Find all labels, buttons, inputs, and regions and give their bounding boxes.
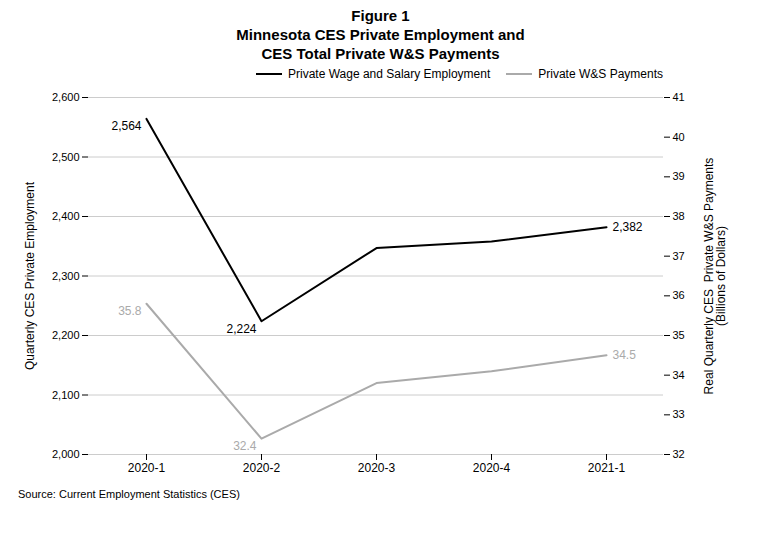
svg-text:38: 38	[673, 210, 685, 222]
svg-text:35: 35	[673, 329, 685, 341]
svg-text:Real Quarterly CES Private W&: Real Quarterly CES Private W&S Payments(…	[702, 158, 728, 395]
html-text:Private Wage and Salary Employ: Private Wage and Salary Employment	[288, 67, 491, 81]
html-text:Source: Current Employment Sta: Source: Current Employment Statistics (C…	[18, 488, 240, 500]
svg-text:35.8: 35.8	[118, 304, 142, 318]
svg-text:34.5: 34.5	[613, 348, 637, 362]
svg-text:36: 36	[673, 289, 685, 301]
svg-text:2020-3: 2020-3	[358, 461, 396, 475]
svg-text:2,400: 2,400	[52, 210, 80, 222]
svg-text:33: 33	[673, 408, 685, 420]
html-text:Figure 1: Figure 1	[351, 7, 410, 24]
svg-text:32: 32	[673, 448, 685, 460]
svg-text:39: 39	[673, 170, 685, 182]
svg-text:32.4: 32.4	[233, 439, 257, 453]
svg-text:41: 41	[673, 91, 685, 103]
svg-text:2020-1: 2020-1	[128, 461, 166, 475]
svg-text:Quarterly CES Private Employme: Quarterly CES Private Employment	[23, 181, 37, 370]
svg-text:2,200: 2,200	[52, 329, 80, 341]
html-text:Private W&S Payments: Private W&S Payments	[538, 67, 663, 81]
svg-text:34: 34	[673, 369, 685, 381]
svg-text:2021-1: 2021-1	[588, 461, 626, 475]
html-text:Minnesota CES Private Employme: Minnesota CES Private Employment and CES…	[236, 26, 525, 62]
svg-text:2,224: 2,224	[226, 322, 256, 336]
svg-text:2,600: 2,600	[52, 91, 80, 103]
svg-text:2,300: 2,300	[52, 270, 80, 282]
svg-text:2,100: 2,100	[52, 389, 80, 401]
svg-text:2,000: 2,000	[52, 448, 80, 460]
svg-text:37: 37	[673, 250, 685, 262]
svg-text:2020-2: 2020-2	[243, 461, 281, 475]
svg-text:40: 40	[673, 131, 685, 143]
svg-text:2,382: 2,382	[613, 220, 643, 234]
svg-text:2,564: 2,564	[111, 119, 141, 133]
svg-text:2020-4: 2020-4	[473, 461, 511, 475]
svg-text:2,500: 2,500	[52, 151, 80, 163]
